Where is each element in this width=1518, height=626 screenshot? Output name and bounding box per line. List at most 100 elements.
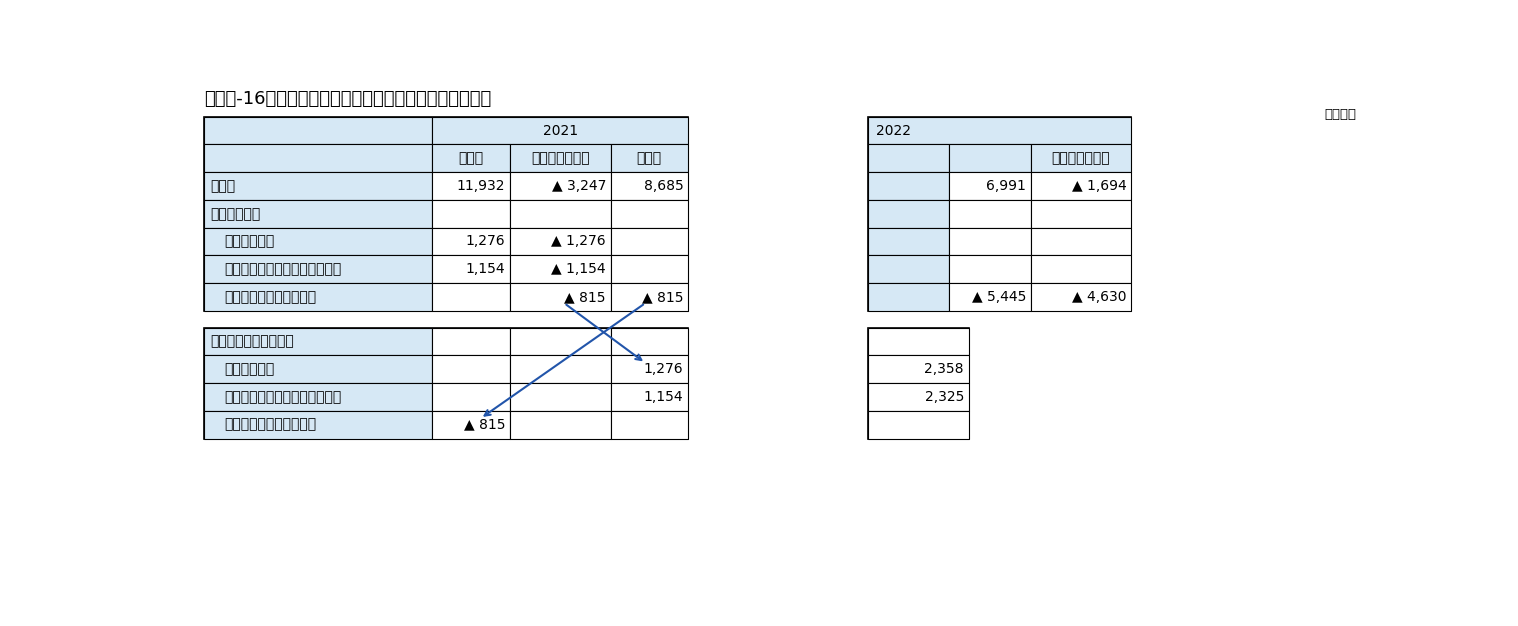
Bar: [610, 356, 688, 383]
Bar: [610, 383, 688, 411]
Bar: [203, 356, 433, 383]
Bar: [868, 283, 949, 310]
Bar: [868, 116, 1131, 145]
Bar: [203, 200, 433, 228]
Text: 1,276: 1,276: [644, 362, 683, 376]
Text: 新方式での増減: 新方式での増減: [1052, 151, 1110, 165]
Text: 2021: 2021: [542, 123, 578, 138]
Bar: [1031, 200, 1131, 228]
Bar: [868, 145, 949, 172]
Bar: [610, 172, 688, 200]
Bar: [610, 255, 688, 283]
Bar: [433, 145, 510, 172]
Bar: [949, 255, 1031, 283]
Text: ▲ 1,694: ▲ 1,694: [1072, 179, 1126, 193]
Bar: [1031, 228, 1131, 255]
Text: 有価証券償還益の為替変動部分: 有価証券償還益の為替変動部分: [223, 390, 342, 404]
Bar: [868, 172, 949, 200]
Bar: [510, 327, 610, 356]
Bar: [203, 145, 433, 172]
Bar: [949, 200, 1031, 228]
Text: 投信解約損益: 投信解約損益: [223, 362, 275, 376]
Bar: [949, 228, 1031, 255]
Text: （億円）: （億円）: [1324, 108, 1356, 121]
Text: 為替に係るヘッジコスト: 為替に係るヘッジコスト: [223, 418, 316, 432]
Bar: [610, 228, 688, 255]
Bar: [203, 228, 433, 255]
Bar: [1031, 283, 1131, 310]
Bar: [433, 411, 510, 439]
Bar: [610, 200, 688, 228]
Bar: [433, 116, 688, 145]
Bar: [868, 327, 968, 439]
Text: 有価証券償還益の為替変動部分: 有価証券償還益の為替変動部分: [223, 262, 342, 276]
Text: ▲ 5,445: ▲ 5,445: [972, 290, 1026, 304]
Text: 新方式: 新方式: [636, 151, 662, 165]
Bar: [610, 411, 688, 439]
Bar: [433, 383, 510, 411]
Bar: [868, 255, 949, 283]
Bar: [868, 200, 949, 228]
Text: 【図表-16】基礎利益算出方法の変更（大手中堅９社計）: 【図表-16】基礎利益算出方法の変更（大手中堅９社計）: [203, 90, 490, 108]
Bar: [949, 145, 1031, 172]
Text: 利差益: 利差益: [209, 179, 235, 193]
Bar: [510, 411, 610, 439]
Bar: [510, 356, 610, 383]
Text: 11,932: 11,932: [457, 179, 505, 193]
Text: ▲ 3,247: ▲ 3,247: [551, 179, 606, 193]
Bar: [1031, 255, 1131, 283]
Bar: [510, 200, 610, 228]
Text: 1,276: 1,276: [466, 235, 505, 249]
Bar: [203, 411, 433, 439]
Bar: [203, 116, 433, 145]
Bar: [868, 356, 968, 383]
Text: ▲ 4,630: ▲ 4,630: [1072, 290, 1126, 304]
Bar: [610, 283, 688, 310]
Text: 6,991: 6,991: [987, 179, 1026, 193]
Bar: [868, 383, 968, 411]
Text: 1,154: 1,154: [644, 390, 683, 404]
Bar: [610, 327, 688, 356]
Bar: [203, 116, 688, 310]
Bar: [203, 283, 433, 310]
Text: 1,154: 1,154: [466, 262, 505, 276]
Bar: [203, 327, 433, 356]
Bar: [510, 255, 610, 283]
Text: 旧方式: 旧方式: [458, 151, 484, 165]
Bar: [510, 228, 610, 255]
Text: キャピタル損益のうち: キャピタル損益のうち: [209, 334, 293, 349]
Text: 投信解約損益: 投信解約損益: [223, 235, 275, 249]
Text: ▲ 1,154: ▲ 1,154: [551, 262, 606, 276]
Bar: [868, 228, 949, 255]
Bar: [610, 145, 688, 172]
Text: ▲ 815: ▲ 815: [565, 290, 606, 304]
Bar: [1031, 172, 1131, 200]
Bar: [949, 172, 1031, 200]
Text: 為替に係るヘッジコスト: 為替に係るヘッジコスト: [223, 290, 316, 304]
Text: ▲ 1,276: ▲ 1,276: [551, 235, 606, 249]
Text: ▲ 815: ▲ 815: [463, 418, 505, 432]
Bar: [203, 383, 433, 411]
Bar: [433, 283, 510, 310]
Bar: [433, 228, 510, 255]
Bar: [433, 172, 510, 200]
Bar: [510, 172, 610, 200]
Bar: [868, 411, 968, 439]
Bar: [433, 200, 510, 228]
Bar: [433, 255, 510, 283]
Text: 2,325: 2,325: [924, 390, 964, 404]
Bar: [510, 145, 610, 172]
Bar: [868, 116, 1131, 310]
Text: 2,358: 2,358: [924, 362, 964, 376]
Bar: [203, 172, 433, 200]
Text: 変更された金額: 変更された金額: [531, 151, 589, 165]
Bar: [203, 255, 433, 283]
Text: 2022: 2022: [876, 123, 911, 138]
Bar: [1031, 145, 1131, 172]
Bar: [949, 283, 1031, 310]
Text: 利差益のうち: 利差益のうち: [209, 207, 260, 221]
Text: 8,685: 8,685: [644, 179, 683, 193]
Bar: [868, 327, 968, 356]
Bar: [433, 356, 510, 383]
Bar: [510, 383, 610, 411]
